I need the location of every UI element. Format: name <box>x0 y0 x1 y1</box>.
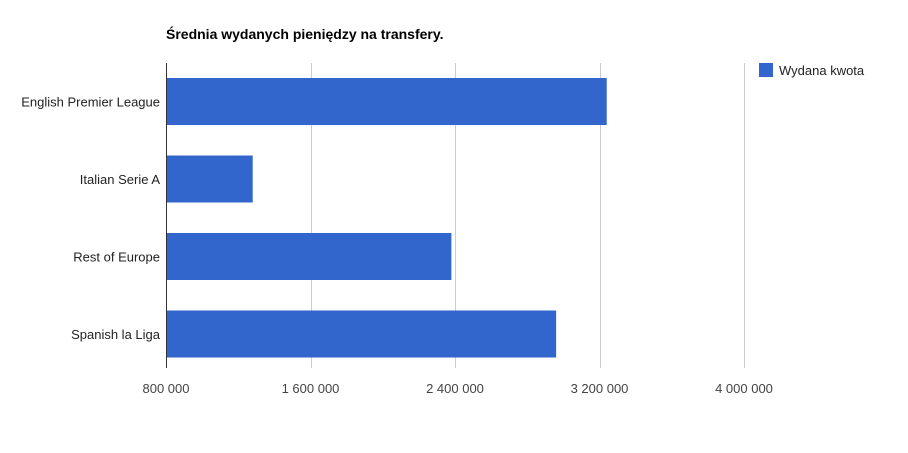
bar-rest-of-europe <box>166 233 452 280</box>
category-label: English Premier League <box>21 95 160 110</box>
category-label: Rest of Europe <box>73 250 160 265</box>
x-tick-label: 800 000 <box>143 381 190 396</box>
bars <box>166 78 607 358</box>
legend-label-wydana-kwota: Wydana kwota <box>779 63 865 78</box>
category-label: Spanish la Liga <box>71 327 161 342</box>
bar-english-premier-league <box>166 78 607 125</box>
bar-spanish-la-liga <box>166 310 557 358</box>
x-tick-labels: 800 000 1 600 000 2 400 000 3 200 000 4 000 … <box>143 381 773 396</box>
chart-title: Średnia wydanych pieniędzy na transfery. <box>166 25 444 42</box>
category-label: Italian Serie A <box>80 172 161 187</box>
x-tick-label: 2 400 000 <box>426 381 484 396</box>
legend: Wydana kwota <box>759 63 865 78</box>
bar-italian-serie-a <box>166 155 253 203</box>
y-tick-labels: English Premier League Italian Serie A Res… <box>21 95 161 343</box>
x-tick-label: 3 200 000 <box>571 381 629 396</box>
x-tick-label: 1 600 000 <box>282 381 340 396</box>
legend-swatch-wydana-kwota <box>759 63 773 77</box>
x-tick-label: 4 000 000 <box>715 381 773 396</box>
